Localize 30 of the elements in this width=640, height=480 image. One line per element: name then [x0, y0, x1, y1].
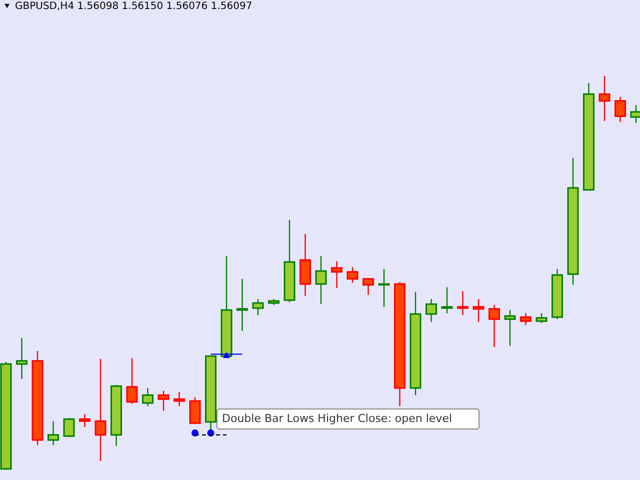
candlestick [79, 413, 90, 428]
candlestick [378, 268, 390, 308]
candlestick [94, 358, 106, 462]
candlestick [315, 255, 327, 305]
candlestick [362, 278, 374, 296]
candlestick [252, 298, 264, 316]
candlestick [520, 312, 532, 326]
annotation: Double Bar Lows Higher Close: open level [222, 412, 452, 425]
candlestick [189, 396, 201, 424]
candlestick [142, 387, 154, 407]
candlestick [158, 390, 170, 412]
candlestick [236, 278, 248, 332]
candlestick [472, 298, 484, 322]
candlestick [598, 75, 610, 122]
candlestick [630, 104, 640, 124]
candlestick [16, 337, 28, 380]
candlestick [614, 96, 626, 123]
candlestick [346, 266, 358, 284]
candlestick [63, 417, 75, 438]
candlestick [504, 309, 516, 346]
candlestick [126, 358, 138, 404]
candlestick [174, 391, 185, 407]
candlestick [536, 312, 548, 324]
chart-title: GBPUSD,H4 1.56098 1.56150 1.56076 1.56097 [15, 1, 252, 12]
candlestick [457, 290, 468, 316]
candlestick [48, 420, 59, 446]
candlestick [426, 298, 437, 322]
candlestick [331, 260, 342, 289]
candlestick [441, 286, 453, 314]
candlestick [488, 304, 500, 348]
